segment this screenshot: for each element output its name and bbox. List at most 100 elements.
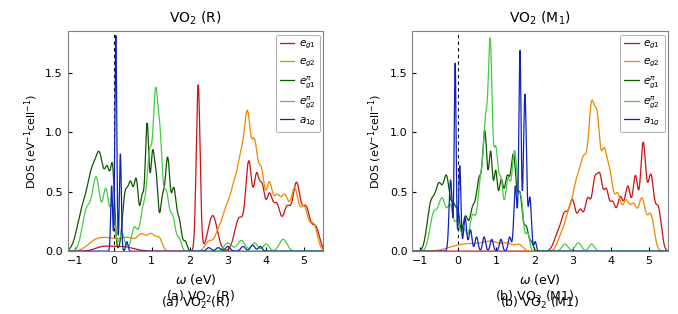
$e^{\pi}_{g1}$ — [93, 152, 101, 156]
$e_{g2}$ — [93, 237, 101, 241]
Line: $e^{\pi}_{g1}$: $e^{\pi}_{g1}$ — [68, 123, 323, 251]
$e_{g2}$ — [287, 197, 295, 201]
$e^{\pi}_{g1}$ — [664, 249, 672, 253]
$e^{\pi}_{g2}$ — [408, 249, 416, 253]
$e^{\pi}_{g1}$ — [437, 183, 445, 187]
$a_{1g}$ — [112, 34, 120, 37]
$e^{\pi}_{g1}$ — [612, 249, 620, 253]
$e^{\pi}_{g1}$ — [64, 249, 72, 252]
$e_{g1}$ — [287, 203, 295, 207]
$e_{g1}$ — [314, 231, 322, 235]
Line: $a_{1g}$: $a_{1g}$ — [68, 35, 323, 251]
X-axis label: $\omega$ (eV): $\omega$ (eV) — [519, 272, 561, 287]
$a_{1g}$ — [659, 249, 667, 253]
$e_{g1}$ — [639, 140, 647, 144]
$e_{g1}$ — [437, 249, 445, 253]
$e_{g2}$ — [408, 249, 416, 253]
$e_{g2}$ — [173, 249, 181, 253]
$e^{\pi}_{g2}$ — [486, 36, 494, 40]
$a_{1g}$ — [437, 249, 445, 253]
$a_{1g}$ — [584, 249, 593, 253]
Text: (b) VO$_2$ (M1): (b) VO$_2$ (M1) — [495, 289, 574, 305]
$e^{\pi}_{g1}$ — [408, 249, 416, 253]
$e^{\pi}_{g2}$ — [631, 249, 639, 253]
$e_{g1}$ — [173, 249, 181, 253]
Legend: $e_{g1}$, $e_{g2}$, $e^{\pi}_{g1}$, $e^{\pi}_{g2}$, $a_{1g}$: $e_{g1}$, $e_{g2}$, $e^{\pi}_{g1}$, $e^{… — [276, 35, 320, 132]
$e^{\pi}_{g2}$ — [517, 197, 525, 200]
$e^{\pi}_{g2}$ — [93, 176, 101, 180]
$e^{\pi}_{g1}$ — [173, 207, 181, 211]
$a_{1g}$ — [162, 249, 170, 253]
$e_{g2}$ — [161, 248, 170, 252]
$a_{1g}$ — [319, 249, 327, 253]
Line: $e_{g1}$: $e_{g1}$ — [412, 142, 668, 251]
$e_{g1}$ — [194, 83, 202, 87]
Title: VO$_2$ (M$_1$): VO$_2$ (M$_1$) — [509, 10, 571, 27]
$e_{g1}$ — [408, 249, 416, 253]
Title: VO$_2$ (R): VO$_2$ (R) — [169, 10, 222, 27]
Text: (b) VO$_2$ (M1): (b) VO$_2$ (M1) — [500, 295, 580, 311]
$e^{\pi}_{g2}$ — [453, 219, 461, 222]
$e_{g1}$ — [517, 249, 525, 253]
$e_{g2}$ — [506, 242, 515, 246]
$e^{\pi}_{g2}$ — [437, 196, 445, 200]
$e^{\pi}_{g2}$ — [173, 232, 181, 236]
Y-axis label: DOS (eV$^{-1}$cell$^{-1}$): DOS (eV$^{-1}$cell$^{-1}$) — [367, 94, 384, 189]
Line: $e_{g2}$: $e_{g2}$ — [412, 100, 668, 251]
$e_{g2}$ — [453, 243, 461, 247]
$a_{1g}$ — [93, 249, 101, 253]
$e^{\pi}_{g2}$ — [162, 187, 170, 191]
Line: $e^{\pi}_{g2}$: $e^{\pi}_{g2}$ — [68, 87, 323, 251]
$e^{\pi}_{g1}$ — [162, 170, 170, 174]
$a_{1g}$ — [173, 249, 181, 253]
$e^{\pi}_{g2}$ — [108, 202, 116, 206]
$e_{g1}$ — [93, 246, 101, 250]
$e^{\pi}_{g1}$ — [108, 161, 116, 165]
$e^{\pi}_{g1}$ — [517, 203, 525, 206]
Legend: $e_{g1}$, $e_{g2}$, $e^{\pi}_{g1}$, $e^{\pi}_{g2}$, $a_{1g}$: $e_{g1}$, $e_{g2}$, $e^{\pi}_{g1}$, $e^{… — [620, 35, 664, 132]
$a_{1g}$ — [664, 249, 672, 253]
$e_{g2}$ — [319, 248, 327, 252]
$e_{g1}$ — [631, 174, 639, 177]
$a_{1g}$ — [408, 249, 416, 253]
Y-axis label: DOS (eV$^{-1}$cell$^{-1}$): DOS (eV$^{-1}$cell$^{-1}$) — [22, 94, 40, 189]
$e_{g1}$ — [453, 249, 461, 253]
$e_{g2}$ — [588, 98, 596, 102]
$e_{g2}$ — [437, 248, 445, 252]
$a_{1g}$ — [517, 160, 525, 164]
$e_{g2}$ — [631, 204, 639, 208]
$a_{1g}$ — [314, 249, 322, 253]
$e^{\pi}_{g1}$ — [143, 121, 151, 125]
$a_{1g}$ — [506, 236, 515, 240]
$e^{\pi}_{g2}$ — [64, 249, 72, 253]
$e^{\pi}_{g2}$ — [659, 249, 667, 253]
$e^{\pi}_{g1}$ — [481, 128, 489, 132]
$e_{g1}$ — [64, 249, 72, 253]
Text: (a) VO$_2$ (R): (a) VO$_2$ (R) — [166, 289, 235, 305]
$e_{g2}$ — [517, 244, 525, 248]
$a_{1g}$ — [108, 191, 116, 195]
$e^{\pi}_{g1}$ — [506, 171, 515, 175]
$e_{g2}$ — [64, 249, 72, 253]
$e_{g2}$ — [664, 249, 672, 253]
Line: $e_{g1}$: $e_{g1}$ — [68, 85, 323, 251]
Line: $e_{g2}$: $e_{g2}$ — [68, 110, 323, 251]
$e^{\pi}_{g1}$ — [300, 249, 308, 253]
$e_{g1}$ — [319, 247, 327, 251]
Line: $e^{\pi}_{g1}$: $e^{\pi}_{g1}$ — [412, 130, 668, 251]
$e_{g2}$ — [659, 249, 667, 253]
$e_{g1}$ — [664, 249, 672, 253]
$e_{g2}$ — [243, 108, 252, 112]
$a_{1g}$ — [287, 249, 295, 253]
$e_{g1}$ — [506, 249, 515, 253]
$a_{1g}$ — [453, 200, 461, 203]
$e^{\pi}_{g1}$ — [453, 206, 461, 209]
$e_{g2}$ — [314, 237, 322, 241]
$e_{g2}$ — [178, 249, 186, 253]
$e_{g1}$ — [181, 249, 189, 253]
$e_{g1}$ — [108, 244, 116, 248]
$e^{\pi}_{g1}$ — [319, 249, 327, 253]
$e^{\pi}_{g2}$ — [287, 248, 295, 252]
Text: (a) VO$_2$ (R): (a) VO$_2$ (R) — [161, 295, 230, 311]
$e^{\pi}_{g2}$ — [319, 249, 327, 253]
